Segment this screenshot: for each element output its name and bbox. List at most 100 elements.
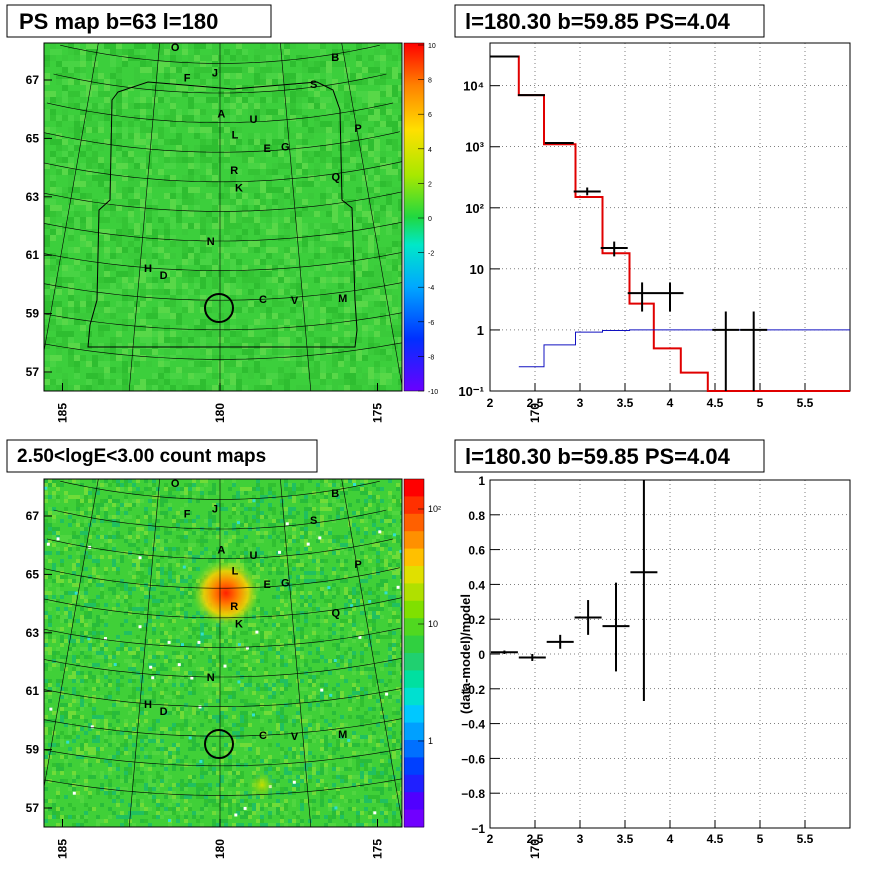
- map-pixel: [284, 229, 290, 235]
- map-pixel: [236, 555, 240, 559]
- map-pixel: [128, 211, 134, 217]
- map-pixel: [288, 627, 292, 631]
- map-pixel: [44, 271, 50, 277]
- map-pixel: [278, 205, 284, 211]
- map-pixel: [74, 361, 80, 367]
- map-pixel: [340, 567, 344, 571]
- map-pixel: [260, 531, 264, 535]
- map-pixel: [192, 479, 196, 483]
- map-pixel: [122, 133, 128, 139]
- map-pixel: [344, 559, 348, 563]
- map-pixel: [284, 337, 290, 343]
- map-pixel: [116, 205, 122, 211]
- map-pixel: [104, 181, 110, 187]
- map-pixel: [220, 691, 224, 695]
- map-pixel: [290, 163, 296, 169]
- map-pixel: [206, 307, 212, 313]
- map-pixel: [152, 349, 158, 355]
- map-pixel: [332, 229, 338, 235]
- map-pixel: [68, 199, 74, 205]
- map-pixel: [132, 527, 136, 531]
- map-pixel: [340, 655, 344, 659]
- map-pixel: [312, 571, 316, 575]
- map-pixel: [388, 519, 392, 523]
- map-pixel: [304, 619, 308, 623]
- map-pixel: [326, 247, 332, 253]
- map-pixel: [256, 515, 260, 519]
- map-pixel: [176, 487, 180, 491]
- map-pixel: [300, 587, 304, 591]
- map-pixel: [212, 667, 216, 671]
- source-label-q: Q: [331, 172, 340, 184]
- map-pixel: [350, 379, 356, 385]
- map-pixel: [364, 527, 368, 531]
- map-pixel: [362, 379, 368, 385]
- map-pixel: [176, 199, 182, 205]
- map-pixel: [80, 679, 84, 683]
- map-pixel: [136, 563, 140, 567]
- map-pixel: [100, 519, 104, 523]
- map-pixel: [200, 175, 206, 181]
- map-pixel: [368, 235, 374, 241]
- map-pixel: [260, 181, 266, 187]
- map-pixel: [272, 349, 278, 355]
- map-pixel: [356, 157, 362, 163]
- map-pixel: [104, 43, 110, 49]
- map-pixel: [188, 587, 192, 591]
- map-pixel: [116, 103, 122, 109]
- map-pixel: [352, 479, 356, 483]
- map-pixel: [132, 623, 136, 627]
- map-pixel: [260, 619, 264, 623]
- map-pixel: [276, 535, 280, 539]
- map-pixel: [158, 181, 164, 187]
- map-pixel: [152, 331, 158, 337]
- map-pixel: [194, 97, 200, 103]
- map-pixel: [320, 379, 326, 385]
- map-pixel: [74, 49, 80, 55]
- map-pixel: [122, 151, 128, 157]
- map-pixel: [284, 49, 290, 55]
- map-pixel: [152, 527, 156, 531]
- map-pixel: [62, 139, 68, 145]
- map-pixel: [290, 367, 296, 373]
- map-pixel: [48, 691, 52, 695]
- map-pixel: [164, 277, 170, 283]
- map-pixel: [140, 79, 146, 85]
- map-pixel: [260, 73, 266, 79]
- map-pixel: [62, 73, 68, 79]
- map-pixel: [252, 715, 256, 719]
- map-pixel: [296, 91, 302, 97]
- map-pixel: [308, 715, 312, 719]
- map-pixel: [372, 623, 376, 627]
- map-pixel: [206, 319, 212, 325]
- map-pixel: [278, 199, 284, 205]
- map-pixel: [134, 73, 140, 79]
- map-pixel: [72, 631, 76, 635]
- map-pixel: [208, 671, 212, 675]
- map-pixel: [264, 635, 268, 639]
- map-pixel: [260, 731, 264, 735]
- map-pixel: [248, 139, 254, 145]
- map-pixel: [224, 367, 230, 373]
- map-pixel: [84, 487, 88, 491]
- map-pixel: [384, 511, 388, 515]
- map-pixel: [384, 579, 388, 583]
- map-pixel: [352, 587, 356, 591]
- map-pixel: [314, 145, 320, 151]
- map-pixel: [100, 503, 104, 507]
- map-pixel: [244, 639, 248, 643]
- map-pixel: [278, 313, 284, 319]
- map-pixel: [244, 559, 248, 563]
- map-pixel: [338, 181, 344, 187]
- map-pixel: [344, 67, 350, 73]
- map-pixel: [348, 503, 352, 507]
- map-pixel: [104, 49, 110, 55]
- map-pixel: [44, 301, 50, 307]
- map-pixel: [392, 163, 398, 169]
- map-pixel: [332, 355, 338, 361]
- map-pixel: [44, 511, 48, 515]
- map-pixel: [86, 265, 92, 271]
- map-pixel: [188, 109, 194, 115]
- map-pixel: [260, 283, 266, 289]
- map-pixel: [224, 163, 230, 169]
